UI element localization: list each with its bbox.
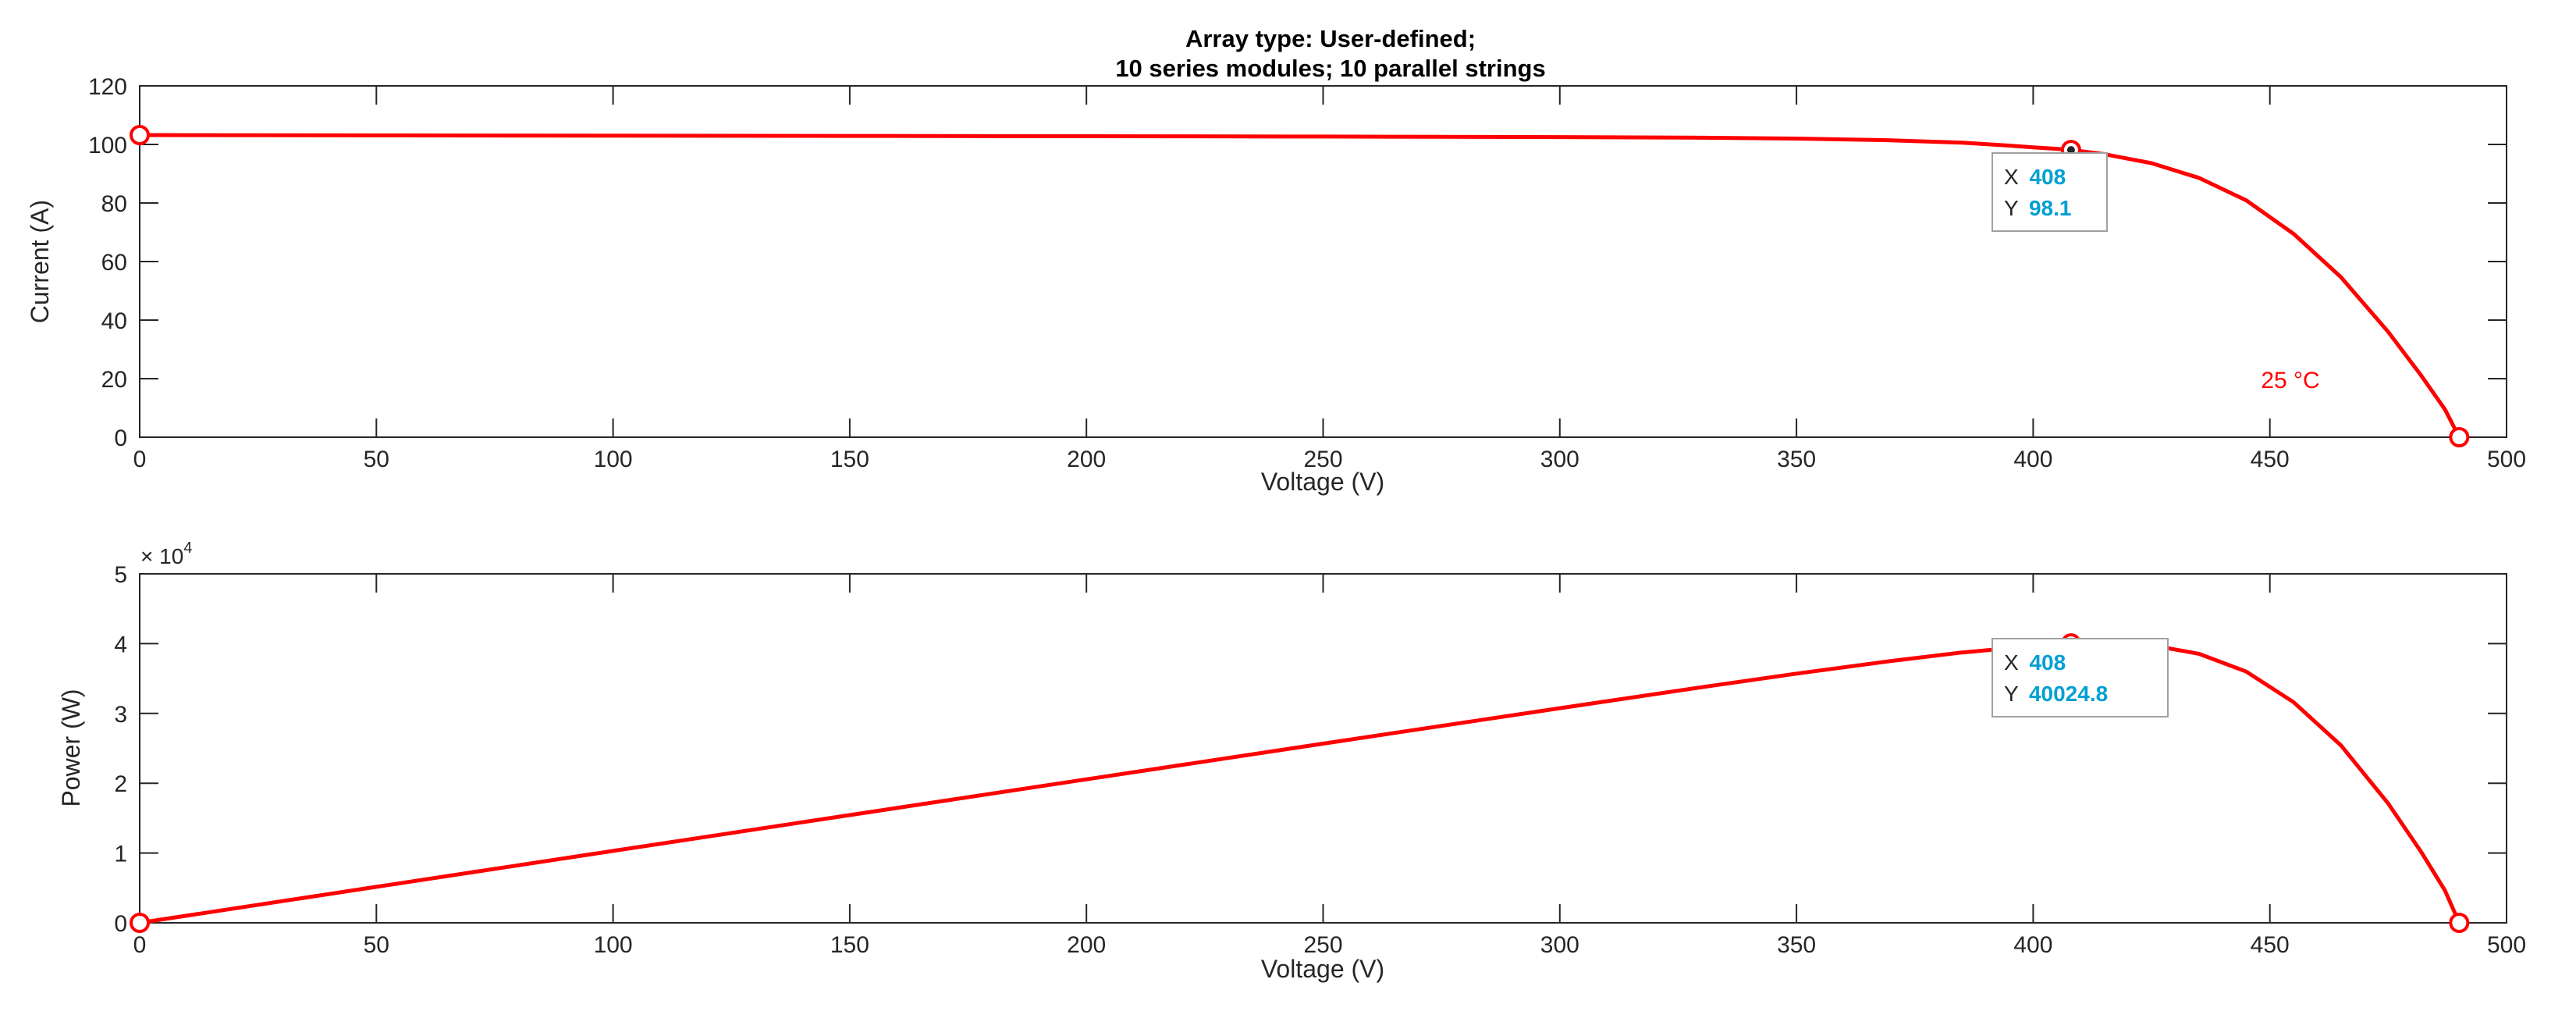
current-datatip[interactable]: X 408 Y 98.1 [1992, 152, 2108, 232]
power-datatip-y-value: 40024.8 [2029, 682, 2108, 706]
x-tick-label: 250 [1303, 447, 1342, 472]
y-tick-label: 4 [114, 632, 127, 657]
data-marker[interactable] [2449, 913, 2470, 933]
current-tick-labels: 0 50 100 150 200 250 300 350 400 450 500 0 20 40 60 80 1… [88, 74, 2526, 472]
x-tick-label: 500 [2487, 447, 2526, 472]
x-tick-label: 300 [1540, 932, 1579, 958]
power-datatip-x-value: 408 [2029, 650, 2066, 675]
x-tick-label: 100 [594, 447, 633, 472]
current-ticks [139, 85, 2507, 438]
current-datatip-x-row: X 408 [2004, 165, 2066, 189]
x-tick-label: 350 [1777, 932, 1816, 958]
power-x-axis-label: Voltage (V) [1261, 955, 1384, 983]
power-datatip[interactable]: X 408 Y 40024.8 [1992, 638, 2169, 717]
power-datatip-y-label: Y [2004, 682, 2019, 706]
current-datatip-x-value: 408 [2029, 165, 2066, 189]
y-tick-label: 0 [114, 425, 127, 451]
x-tick-label: 500 [2487, 932, 2526, 958]
power-y-exponent: × 104 [140, 539, 192, 568]
x-tick-label: 250 [1303, 932, 1342, 958]
y-tick-label: 40 [101, 308, 127, 334]
current-plot-box [139, 85, 2507, 438]
y-tick-label: 3 [114, 702, 127, 728]
power-datatip-y-row: Y 40024.8 [2004, 682, 2108, 706]
x-tick-label: 0 [133, 447, 147, 472]
y-tick-label: 1 [114, 842, 127, 867]
current-datatip-x-label: X [2004, 165, 2019, 189]
x-tick-label: 150 [830, 932, 869, 958]
temperature-label: 25 °C [2261, 368, 2319, 393]
x-tick-label: 0 [133, 932, 147, 958]
chart-title-line-2: 10 series modules; 10 parallel strings [1115, 55, 1545, 82]
x-tick-label: 50 [364, 447, 389, 472]
power-tick-labels: 0 50 100 150 200 250 300 350 400 450 500 0 1 2 3 4 5 [114, 562, 2526, 958]
y-tick-label: 5 [114, 562, 127, 588]
x-tick-label: 450 [2251, 447, 2290, 472]
x-tick-label: 350 [1777, 447, 1816, 472]
x-tick-label: 300 [1540, 447, 1579, 472]
power-ticks [139, 573, 2507, 924]
current-datatip-y-row: Y 98.1 [2004, 196, 2071, 220]
current-datatip-y-label: Y [2004, 196, 2019, 220]
power-y-axis-label: Power (W) [57, 689, 85, 806]
y-tick-label: 60 [101, 250, 127, 276]
y-tick-label: 2 [114, 771, 127, 797]
x-tick-label: 400 [2013, 932, 2052, 958]
data-marker[interactable] [130, 913, 150, 933]
x-tick-label: 450 [2251, 932, 2290, 958]
y-tick-label: 100 [88, 133, 127, 158]
current-datatip-y-value: 98.1 [2029, 196, 2072, 220]
power-y-exponent-base: × 10 [140, 544, 183, 568]
y-tick-label: 120 [88, 74, 127, 100]
x-tick-label: 150 [830, 447, 869, 472]
current-datatip-box [1992, 152, 2108, 232]
current-x-axis-label: Voltage (V) [1261, 468, 1384, 496]
power-y-exponent-power: 4 [183, 539, 192, 557]
x-tick-label: 400 [2013, 447, 2052, 472]
x-tick-label: 200 [1067, 932, 1106, 958]
x-tick-label: 100 [594, 932, 633, 958]
chart-title-line-1: Array type: User-defined; [1185, 25, 1476, 52]
power-datatip-box [1992, 638, 2169, 717]
y-tick-label: 20 [101, 367, 127, 393]
current-y-axis-label: Current (A) [26, 200, 54, 323]
power-voltage-axes: 0 50 100 150 200 250 300 350 400 450 500 0 1 2 3 4 5 × 1… [57, 539, 2526, 983]
y-tick-label: 0 [114, 911, 127, 937]
x-tick-label: 50 [364, 932, 389, 958]
datatip-anchor-dot [2066, 146, 2075, 155]
power-datatip-x-label: X [2004, 650, 2019, 675]
data-marker[interactable] [2449, 427, 2470, 447]
y-tick-label: 80 [101, 191, 127, 217]
x-tick-label: 200 [1067, 447, 1106, 472]
current-voltage-axes: 0 50 100 150 200 250 300 350 400 450 500 0 20 40 60 80 1… [26, 74, 2526, 496]
power-datatip-x-row: X 408 [2004, 650, 2066, 675]
data-marker[interactable] [130, 125, 150, 145]
series-line [139, 133, 2461, 439]
